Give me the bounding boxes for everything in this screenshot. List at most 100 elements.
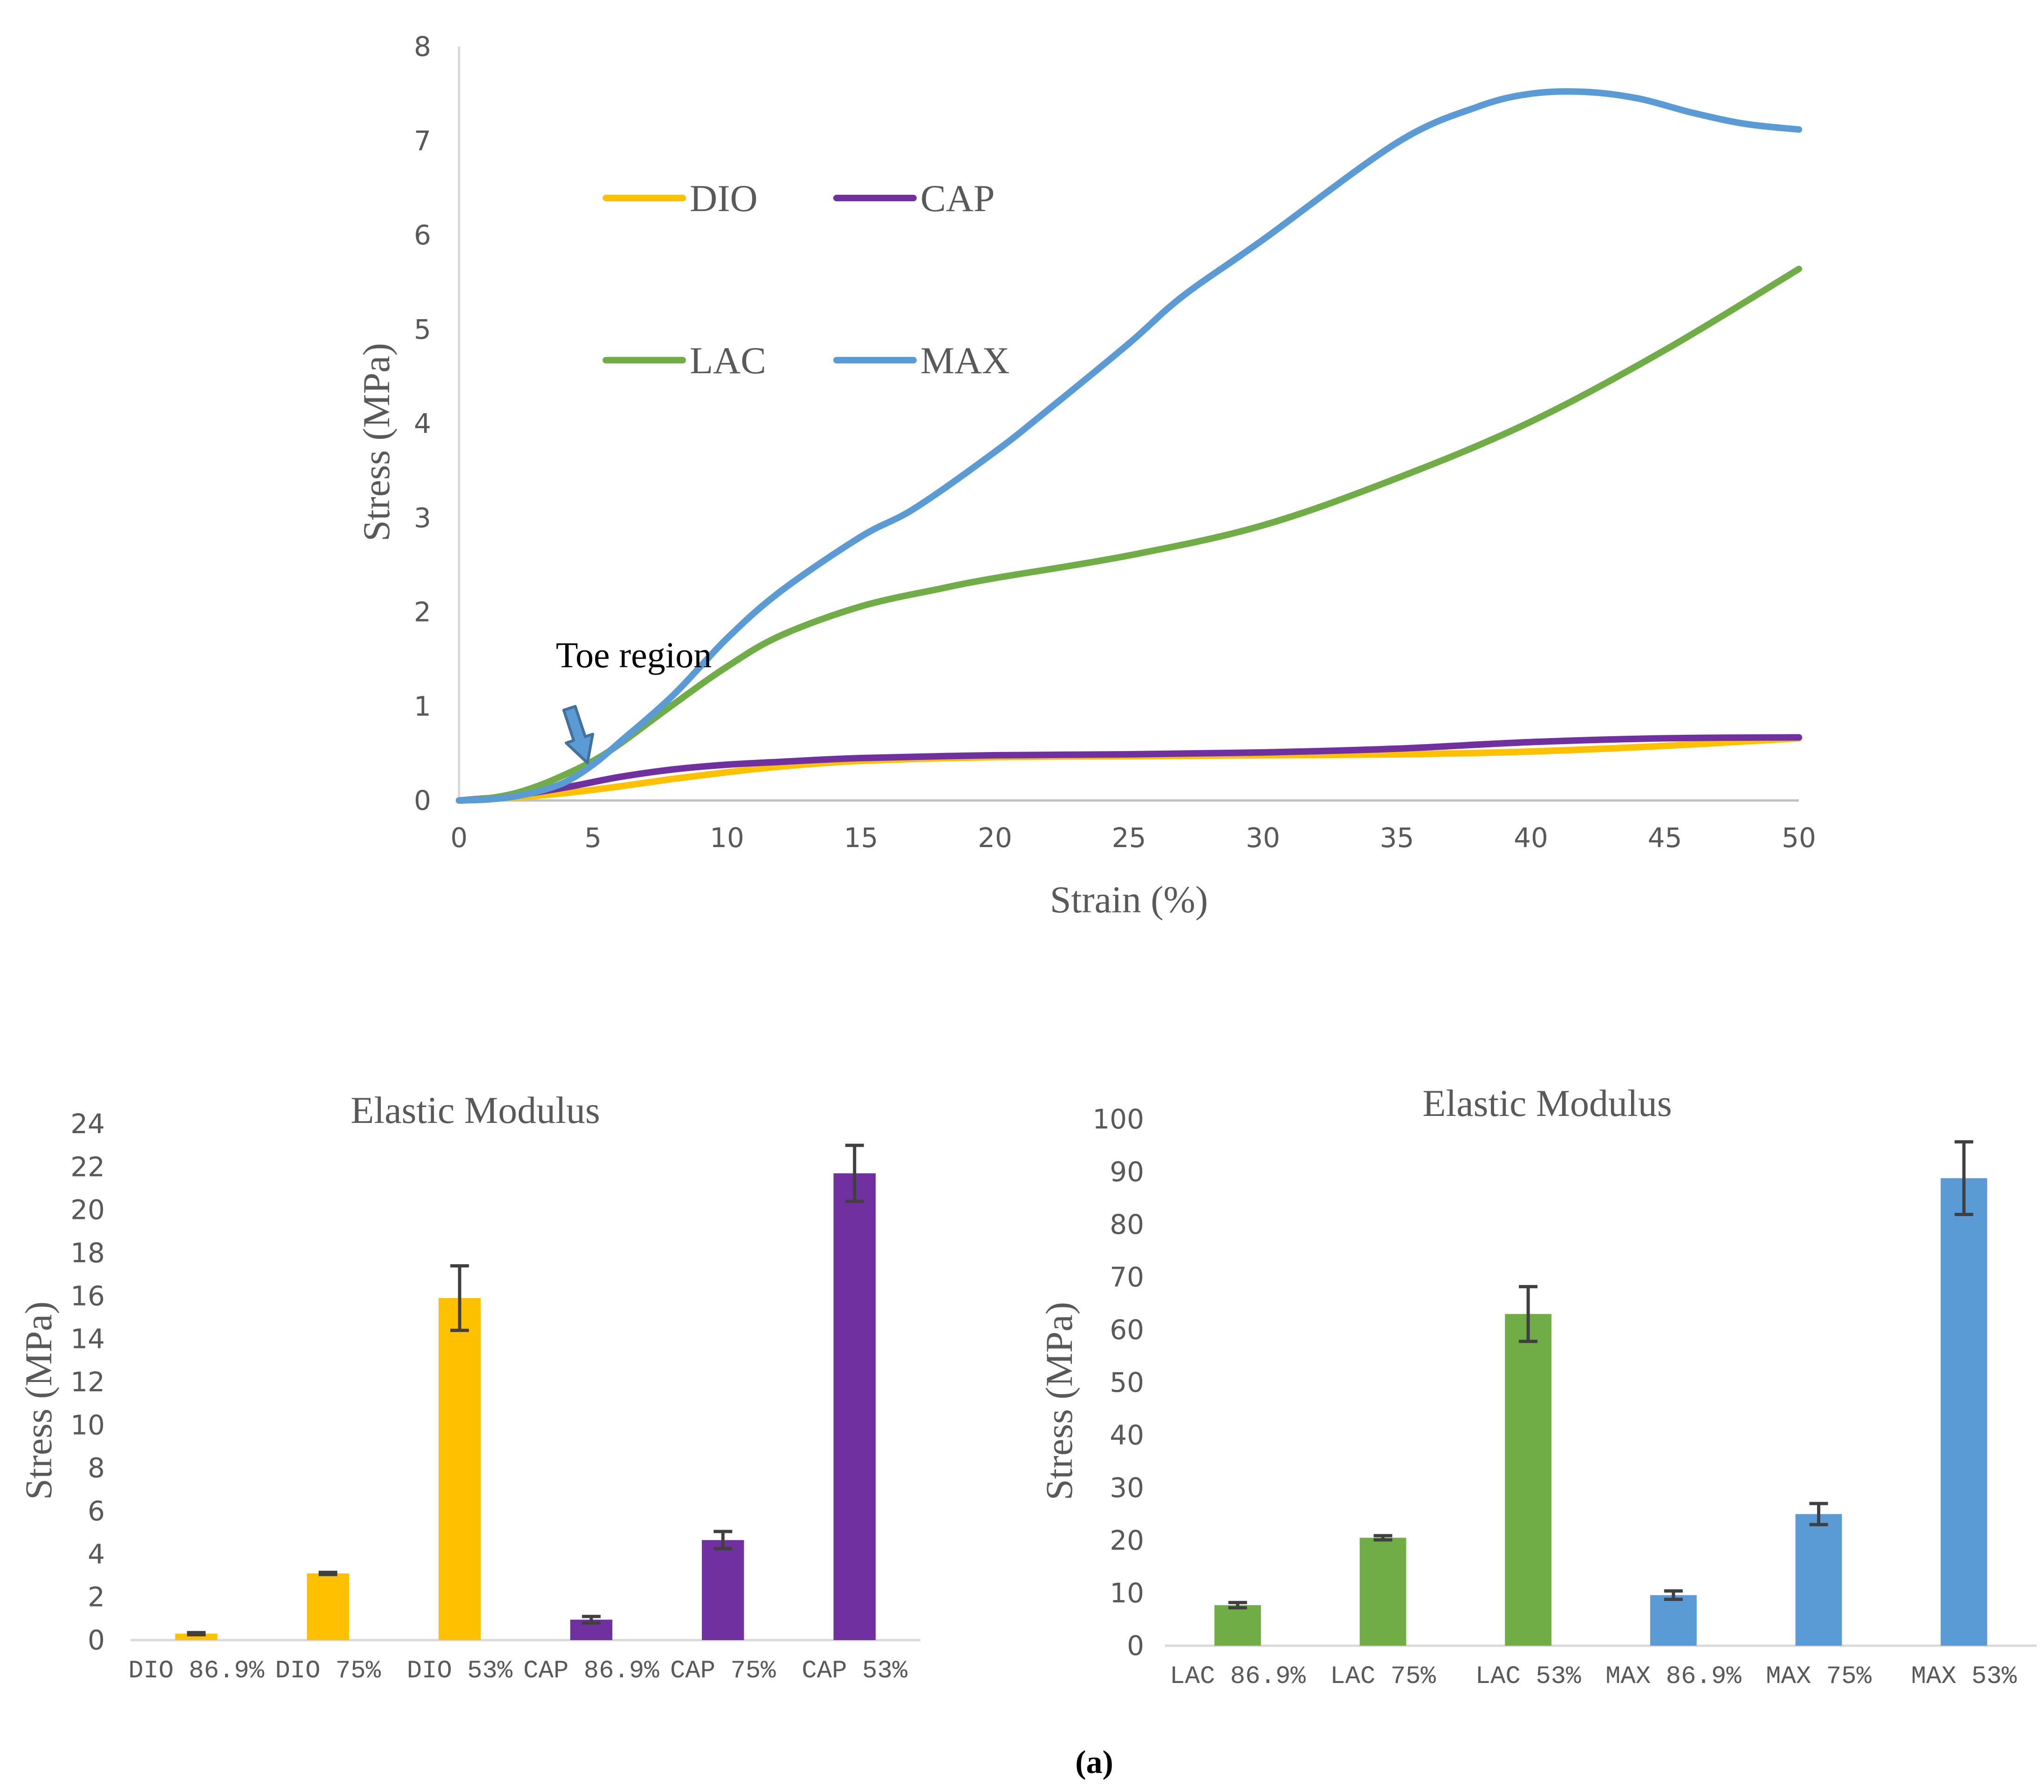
category-label: CAP 53% <box>802 1657 907 1685</box>
series-line-cap <box>456 734 1802 804</box>
elastic-modulus-bar-chart-dio-cap: Elastic Modulus Stress (MPa) 02468101214… <box>17 1089 920 1685</box>
y-tick-label: 22 <box>70 1151 105 1183</box>
bar-max-86-9- <box>1650 1595 1697 1646</box>
toe-region-arrow-icon <box>562 704 594 765</box>
y-axis-title: Stress (MPa) <box>17 1301 60 1500</box>
y-tick-label: 0 <box>414 785 431 816</box>
series-line-max <box>456 88 1802 804</box>
x-tick-labels: 0 5 10 15 20 25 30 35 40 45 50 <box>451 822 1816 854</box>
bar-lac-75- <box>1359 1538 1406 1646</box>
bars <box>1214 1178 1988 1646</box>
y-tick-label: 8 <box>414 31 431 62</box>
y-tick-label: 0 <box>1127 1630 1144 1662</box>
y-tick-label: 1 <box>414 691 431 722</box>
y-tick-label: 60 <box>1110 1314 1144 1346</box>
category-labels: DIO 86.9% DIO 75% DIO 53% CAP 86.9% CAP 75% C… <box>128 1657 907 1685</box>
bar-max-53- <box>1941 1178 1988 1646</box>
y-tick-label: 7 <box>414 125 431 157</box>
category-label: CAP 86.9% <box>523 1657 659 1685</box>
bars <box>175 1173 876 1640</box>
y-tick-label: 12 <box>70 1366 105 1398</box>
bar-cap-75- <box>702 1540 744 1640</box>
legend-label-dio: DIO <box>690 177 758 219</box>
y-tick-label: 20 <box>70 1194 105 1226</box>
error-bar <box>582 1614 601 1625</box>
y-tick-label: 0 <box>88 1624 105 1656</box>
x-tick-label: 30 <box>1246 822 1280 854</box>
y-tick-label: 100 <box>1092 1103 1144 1135</box>
y-tick-label: 20 <box>1110 1525 1144 1556</box>
y-tick-label: 10 <box>1110 1577 1144 1609</box>
bar-lac-86-9- <box>1214 1605 1261 1646</box>
bar-dio-75- <box>307 1573 349 1640</box>
error-bar <box>1809 1502 1828 1526</box>
category-label: CAP 75% <box>670 1657 776 1685</box>
error-bar <box>1664 1589 1683 1601</box>
error-bars <box>1228 1140 1974 1610</box>
y-tick-label: 2 <box>414 596 431 628</box>
series-lines <box>456 88 1802 804</box>
x-tick-label: 20 <box>978 822 1012 854</box>
error-bar <box>1519 1285 1538 1343</box>
toe-region-annotation: Toe region <box>556 635 712 765</box>
error-bar <box>1228 1600 1247 1610</box>
error-bar <box>187 1631 206 1636</box>
y-tick-label: 6 <box>414 219 431 251</box>
error-bar <box>318 1571 337 1576</box>
y-tick-label: 16 <box>70 1280 105 1312</box>
elastic-modulus-bar-chart-lac-max: Elastic Modulus Stress (MPa) 0 10 20 30 40 50… <box>1038 1082 2037 1691</box>
toe-region-label: Toe region <box>556 635 712 675</box>
y-tick-label: 80 <box>1110 1209 1144 1240</box>
category-label: LAC 75% <box>1330 1662 1436 1691</box>
error-bar <box>450 1264 469 1332</box>
y-tick-label: 5 <box>414 314 431 345</box>
y-tick-label: 70 <box>1110 1261 1144 1293</box>
x-tick-label: 0 <box>451 822 468 854</box>
x-tick-label: 10 <box>710 822 744 854</box>
error-bars <box>187 1143 864 1636</box>
y-tick-label: 30 <box>1110 1472 1144 1504</box>
bar-lac-53- <box>1505 1314 1552 1646</box>
category-label: LAC 53% <box>1475 1662 1581 1691</box>
category-label: DIO 75% <box>275 1657 381 1685</box>
bar-dio-86-9- <box>175 1634 218 1640</box>
y-tick-label: 4 <box>414 408 431 439</box>
y-tick-label: 6 <box>88 1495 105 1527</box>
bar-cap-53- <box>833 1173 876 1640</box>
y-tick-label: 4 <box>88 1538 105 1570</box>
y-axis-title: Stress (MPa) <box>1038 1302 1080 1500</box>
x-tick-label: 5 <box>584 822 602 854</box>
error-bar <box>1373 1534 1392 1542</box>
category-label: MAX 86.9% <box>1605 1662 1742 1691</box>
category-labels: LAC 86.9% LAC 75% LAC 53% MAX 86.9% MAX 75% M… <box>1170 1662 2017 1691</box>
y-axis-title: Stress (MPa) <box>355 343 398 541</box>
category-label: DIO 86.9% <box>128 1657 264 1685</box>
y-tick-label: 50 <box>1110 1367 1144 1398</box>
legend-label-cap: CAP <box>920 177 995 219</box>
legend-label-max: MAX <box>920 339 1009 382</box>
x-tick-label: 45 <box>1648 822 1682 854</box>
bar-dio-53- <box>439 1298 481 1640</box>
chart-title: Elastic Modulus <box>350 1089 600 1131</box>
error-bar <box>713 1530 733 1551</box>
legend: DIO CAP LAC MAX <box>603 177 1009 382</box>
series-line-lac <box>456 266 1802 804</box>
x-tick-label: 50 <box>1782 822 1816 854</box>
category-label: DIO 53% <box>407 1657 513 1685</box>
chart-title: Elastic Modulus <box>1422 1082 1672 1124</box>
x-tick-label: 25 <box>1112 822 1146 854</box>
y-tick-label: 8 <box>88 1452 105 1484</box>
bar-max-75- <box>1795 1514 1842 1646</box>
y-tick-label: 90 <box>1110 1156 1144 1188</box>
y-tick-label: 14 <box>70 1323 105 1355</box>
x-tick-label: 15 <box>844 822 878 854</box>
y-tick-labels: 0 1 2 3 4 5 6 7 8 <box>414 31 431 816</box>
figure-caption: (a) <box>1075 1744 1113 1780</box>
y-tick-label: 2 <box>88 1581 105 1613</box>
x-axis-title: Strain (%) <box>1050 878 1208 921</box>
y-tick-labels: 0 10 20 30 40 50 60 70 80 90 100 <box>1092 1103 1144 1662</box>
category-label: MAX 75% <box>1766 1662 1872 1691</box>
